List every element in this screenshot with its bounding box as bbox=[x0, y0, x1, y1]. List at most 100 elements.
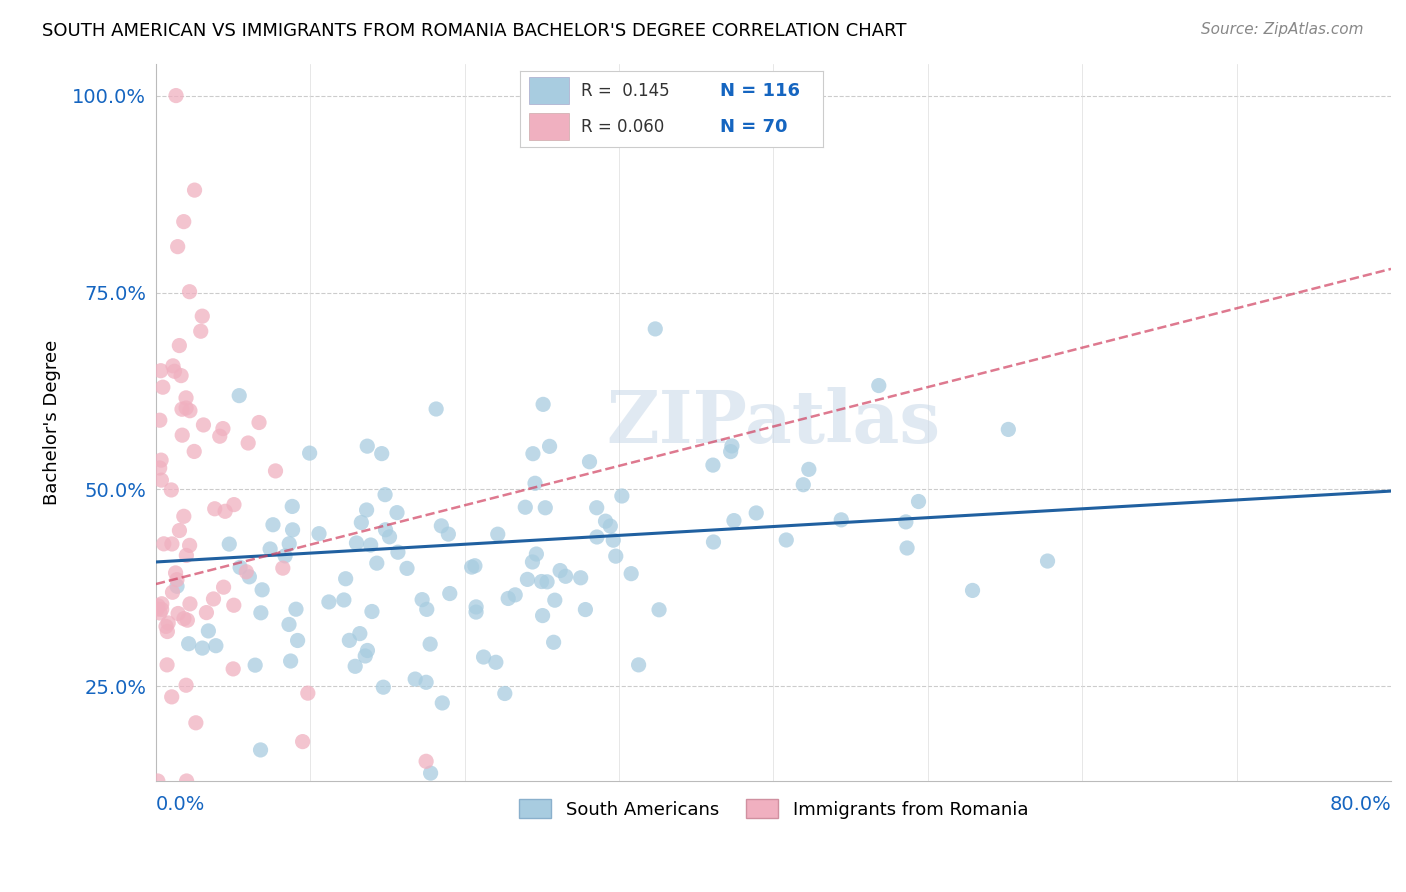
Point bbox=[536, 574, 558, 589]
Point bbox=[648, 603, 671, 617]
Point bbox=[308, 526, 330, 541]
Point bbox=[190, 324, 212, 338]
Point bbox=[172, 428, 194, 442]
Point bbox=[460, 560, 482, 574]
Point bbox=[280, 654, 302, 668]
Point bbox=[464, 558, 486, 573]
Point bbox=[522, 447, 544, 461]
Point bbox=[281, 500, 304, 514]
Point bbox=[218, 537, 240, 551]
Point bbox=[531, 397, 554, 411]
Point bbox=[503, 588, 526, 602]
Point bbox=[702, 535, 724, 549]
Point bbox=[179, 538, 201, 552]
Point bbox=[344, 659, 367, 673]
Point bbox=[170, 402, 193, 417]
Point bbox=[404, 672, 426, 686]
Point bbox=[149, 606, 172, 620]
Point bbox=[775, 533, 797, 547]
Point bbox=[356, 439, 378, 453]
Point bbox=[297, 686, 319, 700]
Point bbox=[439, 586, 461, 600]
Point bbox=[157, 615, 180, 630]
Point bbox=[249, 743, 271, 757]
Point bbox=[997, 422, 1019, 436]
Point bbox=[150, 597, 173, 611]
Point bbox=[599, 519, 621, 533]
Point bbox=[378, 530, 401, 544]
Point bbox=[437, 527, 460, 541]
Point bbox=[183, 183, 205, 197]
Point bbox=[792, 477, 814, 491]
Point bbox=[278, 617, 301, 632]
Point bbox=[170, 368, 193, 383]
Point bbox=[184, 715, 207, 730]
Point bbox=[156, 657, 179, 672]
Point bbox=[155, 619, 177, 633]
Point bbox=[179, 285, 201, 299]
Point bbox=[356, 643, 378, 657]
Point bbox=[204, 501, 226, 516]
Point bbox=[385, 506, 408, 520]
Point bbox=[173, 509, 195, 524]
Point bbox=[485, 655, 508, 669]
Point bbox=[411, 592, 433, 607]
Point bbox=[574, 602, 596, 616]
Point bbox=[150, 453, 173, 467]
Point bbox=[169, 338, 191, 352]
Point bbox=[146, 599, 169, 613]
Point bbox=[430, 519, 453, 533]
Point bbox=[543, 635, 565, 649]
Point bbox=[243, 658, 266, 673]
Point bbox=[548, 564, 571, 578]
Point bbox=[524, 476, 547, 491]
Point bbox=[278, 537, 301, 551]
Point bbox=[291, 734, 314, 748]
Point bbox=[366, 556, 388, 570]
Point bbox=[160, 483, 183, 497]
Point bbox=[531, 608, 554, 623]
Point bbox=[238, 436, 260, 450]
Point bbox=[212, 421, 235, 435]
Point bbox=[274, 549, 297, 563]
Point bbox=[152, 537, 174, 551]
Point bbox=[166, 573, 188, 587]
Point bbox=[281, 523, 304, 537]
Point bbox=[162, 359, 184, 373]
Text: 80.0%: 80.0% bbox=[1329, 795, 1391, 814]
Point bbox=[516, 573, 538, 587]
Point bbox=[150, 473, 173, 487]
Point bbox=[177, 637, 200, 651]
Point bbox=[472, 650, 495, 665]
Point bbox=[163, 364, 186, 378]
Point bbox=[534, 500, 557, 515]
Point bbox=[191, 309, 214, 323]
Point bbox=[262, 517, 284, 532]
Point bbox=[166, 579, 188, 593]
Point bbox=[165, 566, 187, 580]
Point bbox=[149, 461, 172, 475]
Point bbox=[179, 403, 201, 417]
Point bbox=[702, 458, 724, 472]
Point bbox=[907, 494, 929, 508]
Point bbox=[620, 566, 643, 581]
Point bbox=[162, 585, 184, 599]
Point bbox=[371, 447, 394, 461]
Legend: South Americans, Immigrants from Romania: South Americans, Immigrants from Romania bbox=[512, 792, 1036, 826]
Point bbox=[173, 214, 195, 228]
Point bbox=[176, 774, 198, 789]
Point bbox=[538, 439, 561, 453]
Point bbox=[387, 545, 409, 559]
Point bbox=[247, 416, 270, 430]
Point bbox=[335, 572, 357, 586]
Point bbox=[644, 322, 666, 336]
Point bbox=[298, 446, 321, 460]
Point bbox=[195, 606, 218, 620]
Point bbox=[720, 444, 742, 458]
Point bbox=[395, 561, 418, 575]
Point bbox=[174, 391, 197, 405]
Point bbox=[212, 580, 235, 594]
Point bbox=[595, 514, 617, 528]
Point bbox=[465, 605, 488, 619]
Point bbox=[235, 565, 257, 579]
